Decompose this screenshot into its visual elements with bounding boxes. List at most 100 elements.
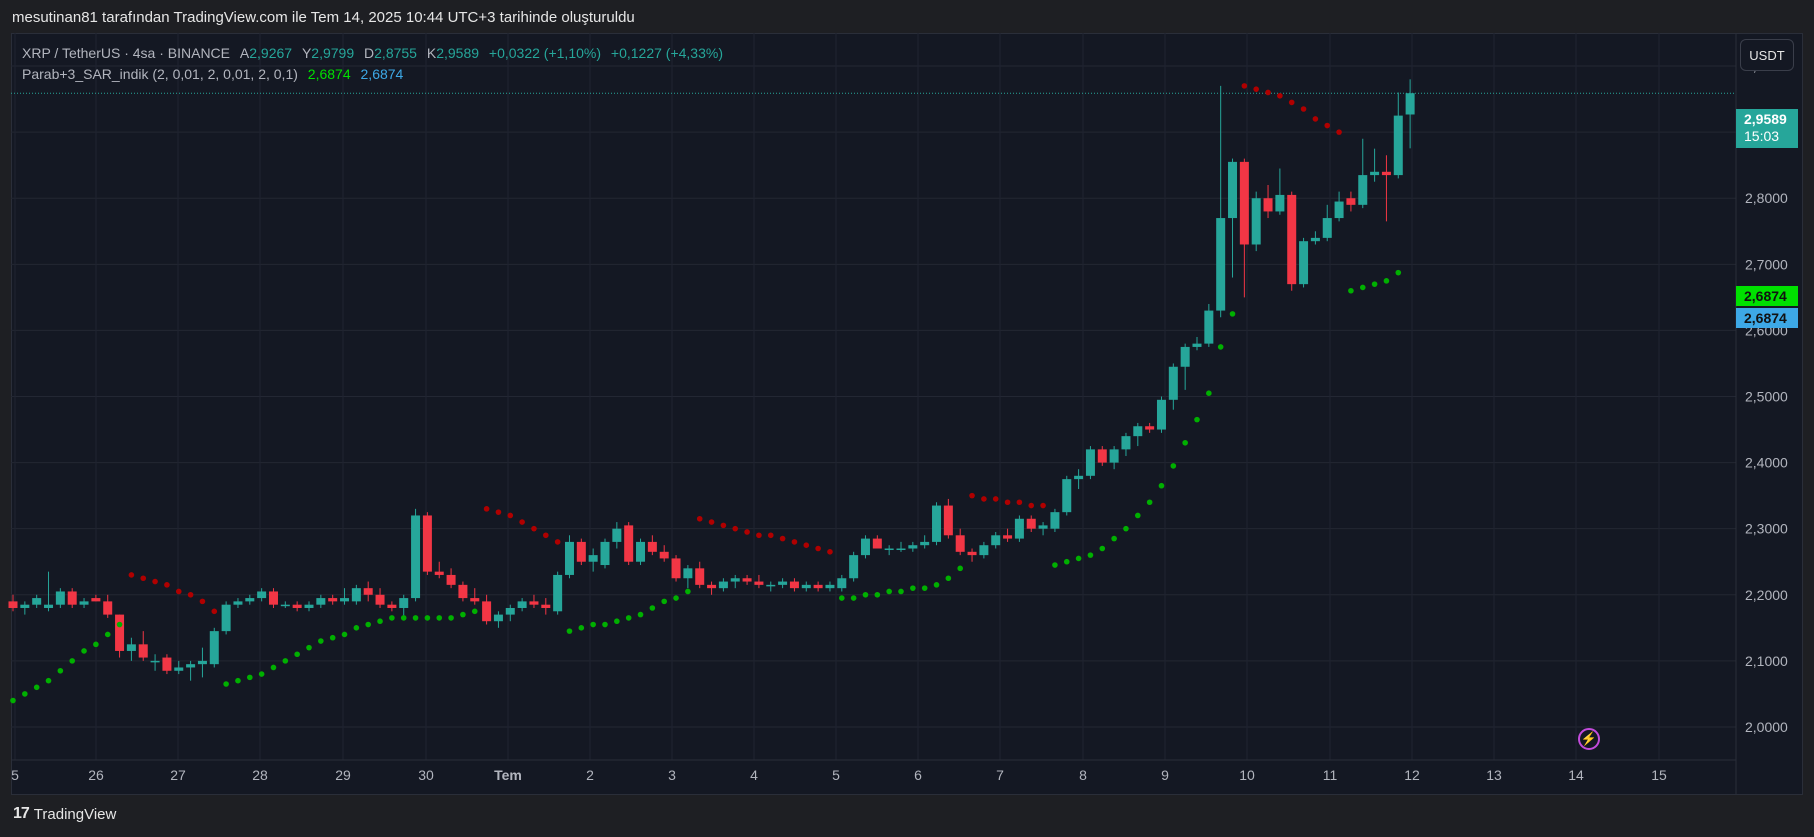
sar-dot	[329, 634, 336, 641]
candle	[1358, 138, 1368, 209]
time-tick-label: 6	[914, 767, 922, 783]
candle	[979, 541, 989, 559]
candle-body	[529, 601, 539, 605]
candle	[1334, 191, 1344, 222]
sar-dot	[258, 671, 265, 677]
sar-dot	[839, 595, 845, 601]
currency-button[interactable]: USDT	[1740, 39, 1794, 71]
footer-brand[interactable]: 17 TradingView	[13, 805, 116, 823]
time-tick-label: 10	[1239, 767, 1255, 783]
candle	[1038, 522, 1048, 536]
candle	[1405, 79, 1415, 149]
sar-dot	[732, 525, 739, 532]
candle	[458, 581, 468, 602]
sar-dot	[164, 582, 170, 588]
chart-pane[interactable]	[11, 33, 1803, 795]
candle	[1275, 168, 1285, 215]
price-tick-label: 2,1000	[1745, 653, 1788, 669]
candle	[280, 601, 290, 608]
time-tick-label: 12	[1404, 767, 1420, 783]
candle-body	[659, 551, 669, 559]
sar-dot	[1052, 562, 1058, 568]
candle-body	[150, 660, 160, 663]
candle	[340, 588, 350, 605]
candle-body	[1287, 194, 1297, 285]
sar-dot	[531, 525, 537, 532]
sar-dot	[1146, 499, 1153, 506]
change-value-2: +0,1227 (+4,33%)	[610, 45, 723, 61]
flash-icon[interactable]: ⚡	[1578, 728, 1600, 750]
sar-dot	[957, 565, 963, 572]
candle-body	[1097, 449, 1107, 463]
sar-dot	[1383, 278, 1390, 284]
sar-dot	[981, 496, 987, 502]
sar-dot	[1395, 269, 1402, 276]
candle	[1287, 191, 1297, 291]
candle	[1393, 92, 1403, 179]
sar-dot	[436, 615, 443, 621]
sar-dot	[673, 595, 679, 601]
candle-body	[257, 591, 267, 599]
candle	[197, 647, 207, 678]
candle	[1322, 204, 1332, 242]
sar-dot	[1040, 502, 1046, 509]
indicator-label[interactable]: Parab+3_SAR_indik (2, 0,01, 2, 0,01, 2, …	[22, 66, 298, 82]
candlestick-chart[interactable]: 2,00002,10002,20002,30002,40002,50002,60…	[0, 0, 1814, 800]
sar-dot	[602, 621, 608, 628]
candle	[529, 594, 539, 608]
time-tick-label: 14	[1568, 767, 1584, 783]
candle	[1346, 191, 1356, 212]
sar-dot	[282, 658, 289, 664]
sar-dot	[590, 621, 596, 628]
sar-dot	[93, 641, 99, 648]
candle	[1156, 396, 1166, 433]
candles	[8, 79, 1415, 681]
sar-dot	[235, 677, 241, 684]
candle	[221, 601, 231, 635]
candle	[1381, 155, 1391, 222]
sar-dot	[33, 684, 40, 691]
price-tick-label: 2,3000	[1745, 521, 1788, 537]
chart-header: mesutinan81 tarafından TradingView.com i…	[12, 9, 635, 26]
candle-body	[991, 535, 1001, 546]
indicator-value-1: 2,6874	[307, 66, 351, 82]
candle-body	[1168, 366, 1178, 400]
candle	[908, 541, 918, 552]
candle-body	[612, 528, 622, 542]
candle	[707, 581, 717, 595]
symbol-label[interactable]: XRP / TetherUS · 4sa · BINANCE	[22, 45, 230, 61]
sar-dot	[471, 608, 478, 615]
candle-body	[20, 604, 30, 608]
sar-dot	[57, 667, 64, 674]
sar-dot	[625, 615, 632, 621]
candle-body	[647, 541, 657, 552]
candle-body	[671, 558, 681, 579]
ohlc-legend[interactable]: XRP / TetherUS · 4sa · BINANCE A2,9267 Y…	[22, 45, 723, 61]
sar-dot	[945, 575, 952, 582]
candle-body	[245, 598, 255, 602]
candle	[186, 660, 196, 681]
candle-body	[1393, 115, 1403, 176]
candle-body	[268, 591, 278, 605]
candle	[564, 535, 574, 579]
candle	[1062, 475, 1072, 516]
candle	[245, 594, 255, 605]
sar-dot	[116, 621, 123, 628]
candle-body	[920, 541, 930, 546]
candle	[411, 508, 421, 602]
sar-dot	[1170, 463, 1177, 469]
price-tick-label: 2,8000	[1745, 190, 1788, 206]
candle	[8, 594, 18, 612]
candle	[233, 598, 243, 608]
sar-dot	[566, 628, 573, 634]
sar-dot	[412, 615, 419, 621]
sar-dot	[1312, 116, 1319, 122]
price-tick-label: 2,4000	[1745, 455, 1788, 471]
sar-dot	[649, 605, 656, 611]
indicator-legend[interactable]: Parab+3_SAR_indik (2, 0,01, 2, 0,01, 2, …	[22, 66, 403, 82]
candle	[1299, 237, 1309, 288]
grid-lines	[11, 33, 1737, 795]
candle	[387, 601, 397, 612]
sar-dot	[614, 618, 620, 625]
candle-body	[493, 614, 503, 622]
